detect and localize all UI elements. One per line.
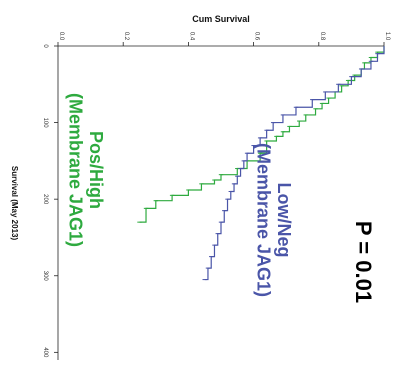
series-label: Pos/High(Membrane JAG1) xyxy=(65,93,106,247)
y-tick-label: 0.6 xyxy=(254,32,260,41)
labels-layer: Cum Survival Survival (May 2013) P = 0.0… xyxy=(10,14,376,303)
series-label-line: (Membrane JAG1) xyxy=(253,143,273,297)
series-label-line: Low/Neg xyxy=(274,183,294,258)
y-tick-label: 1.0 xyxy=(384,32,390,41)
y-axis-title: Cum Survival xyxy=(192,14,250,24)
y-tick-label: 0.0 xyxy=(58,32,64,41)
survival-curve xyxy=(204,46,385,281)
y-tick-label: 0.4 xyxy=(188,32,194,41)
x-tick-label: 100 xyxy=(42,118,48,129)
x-tick-label: 0 xyxy=(42,44,48,48)
x-tick-label: 200 xyxy=(42,194,48,205)
series-layer xyxy=(137,46,385,281)
p-value-annotation: P = 0.01 xyxy=(351,221,376,303)
series-label-line: (Membrane JAG1) xyxy=(65,93,85,247)
x-axis-title: Survival (May 2013) xyxy=(10,166,19,241)
axes-layer: 0.0 0.2 0.4 0.6 0.8 1.0 0 100 200 300 400 xyxy=(42,32,390,360)
series-0 xyxy=(137,46,385,223)
x-tick-label: 300 xyxy=(42,271,48,282)
series-label: Low/Neg(Membrane JAG1) xyxy=(253,143,294,297)
series-1 xyxy=(202,46,385,281)
series-label-line: Pos/High xyxy=(86,131,106,209)
x-tick-label: 400 xyxy=(42,347,48,358)
y-tick-label: 0.2 xyxy=(123,32,129,41)
y-tick-label: 0.8 xyxy=(319,32,325,41)
